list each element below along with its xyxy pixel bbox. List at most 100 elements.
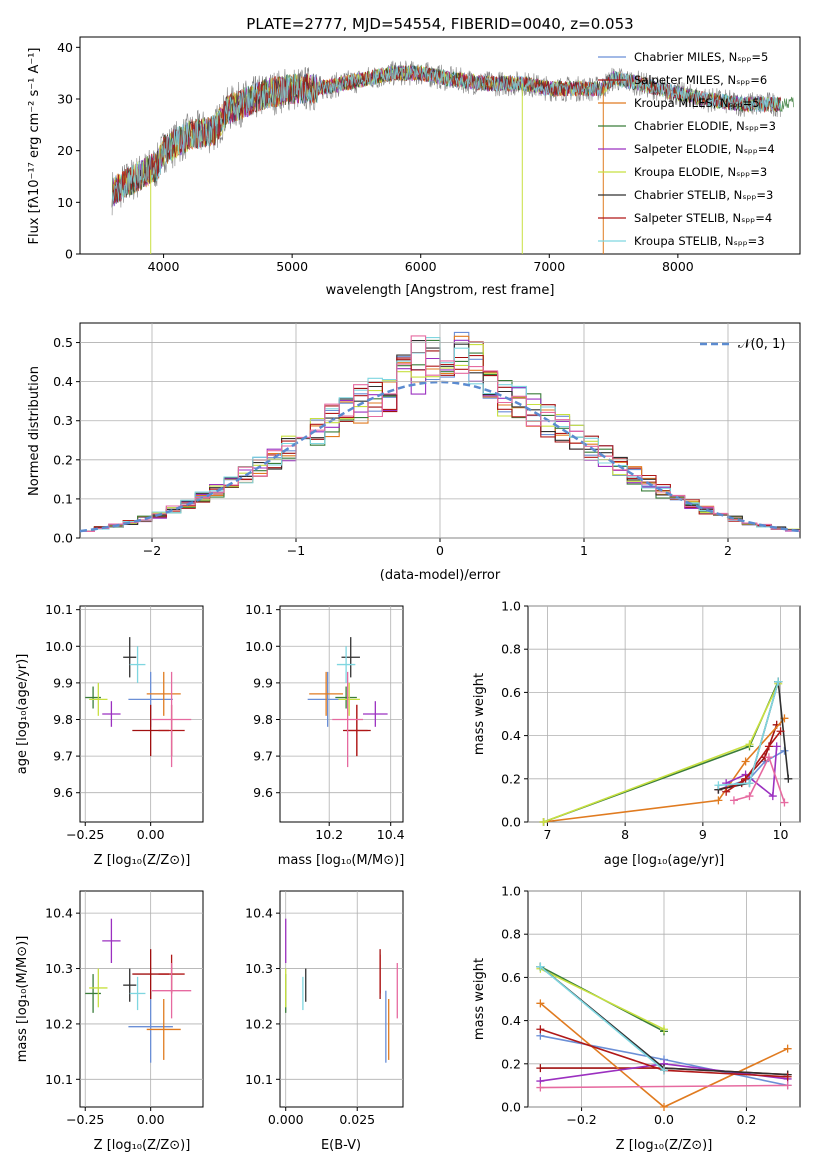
weight-line [540, 1084, 788, 1089]
y-tick-label: 10.1 [45, 602, 73, 617]
weight-marker [539, 818, 548, 826]
weight-marker [774, 677, 783, 686]
x-tick-label: 8000 [662, 259, 694, 274]
weight-marker [772, 742, 781, 751]
y-tick-label: 9.7 [253, 749, 273, 764]
weight-marker [764, 753, 773, 762]
weight-marker [741, 774, 750, 783]
weight-line [725, 746, 778, 798]
gaussian-legend-label: 𝒩(0, 1) [738, 337, 785, 352]
weight-marker [660, 1025, 668, 1034]
mass-vs-z-axes [79, 890, 204, 1108]
weight-line [543, 717, 786, 823]
spectrum-ylabel: Flux [fλ10⁻¹⁷ erg cm⁻² s⁻¹ A⁻¹] [27, 48, 42, 245]
y-tick-label: 0.2 [501, 771, 521, 786]
mass-vs-ebv-marks: 0.000 0.025 10.1 10.2 10.3 10.4 [245, 891, 403, 1127]
x-tick-label: 0 [436, 543, 444, 558]
weight-line [733, 755, 786, 803]
y-tick-label: 10.2 [245, 1016, 273, 1031]
y-tick-label: 0.4 [501, 1013, 521, 1028]
y-tick-label: 9.9 [53, 675, 73, 690]
y-tick-label: 0.0 [501, 815, 521, 830]
y-tick-label: 0.3 [53, 413, 73, 428]
x-tick-label: 0.2 [736, 1112, 756, 1127]
weight-marker [764, 742, 773, 751]
x-tick-label: −2 [143, 543, 161, 558]
age-vs-z-ylabel: age [log₁₀(age/yr)] [15, 654, 30, 775]
y-tick-label: 10.0 [45, 639, 73, 654]
y-tick-label: 10.1 [45, 1072, 73, 1087]
spectrum-axes [79, 36, 801, 255]
y-tick-label: 10.3 [45, 961, 73, 976]
weight-marker [536, 1083, 545, 1092]
weight-marker [745, 779, 754, 788]
x-tick-label: 4000 [148, 259, 180, 274]
weight-line [543, 681, 779, 823]
model-spectrum-line [111, 64, 782, 208]
x-tick-label: 7 [543, 827, 551, 842]
x-tick-label: −0.25 [66, 1112, 104, 1127]
residual-panel: −2 −1 0 1 2 0.0 0.1 0.2 0.3 0.4 0.5 (data-model)/e… [27, 322, 801, 583]
weight-line [725, 730, 782, 793]
y-tick-label: 20 [57, 143, 73, 158]
x-tick-label: 9 [699, 827, 707, 842]
y-tick-label: 1.0 [501, 599, 521, 614]
weight-marker [536, 1025, 545, 1034]
x-tick-label: 0.0 [654, 1112, 674, 1127]
y-tick-label: 10.0 [245, 639, 273, 654]
weight-vs-z-marks: −0.2 0.0 0.2 0.0 0.2 0.4 0.6 0.8 1.0 [501, 884, 800, 1127]
y-tick-label: 10 [57, 195, 73, 210]
y-tick-label: 0.4 [501, 728, 521, 743]
weight-marker [745, 740, 754, 749]
y-tick-label: 0.6 [501, 685, 521, 700]
age-vs-z-xlabel: Z [log₁₀(Z/Z⊙)] [94, 853, 191, 868]
weight-marker [660, 1103, 668, 1111]
weight-marker [722, 779, 731, 788]
y-tick-label: 0.1 [53, 491, 73, 506]
legend-label: Salpeter ELODIE, Nₛₚₚ=4 [634, 142, 775, 156]
legend-label: Kroupa STELIB, Nₛₚₚ=3 [634, 234, 765, 248]
weight-marker [783, 1044, 792, 1053]
x-tick-label: 0.00 [137, 1112, 165, 1127]
weight-line [543, 683, 779, 823]
x-tick-label: 8 [621, 827, 629, 842]
y-tick-label: 0.2 [53, 452, 73, 467]
y-tick-label: 10.1 [245, 602, 273, 617]
y-tick-label: 30 [57, 92, 73, 107]
x-tick-label: 6000 [405, 259, 437, 274]
age-vs-mass-axes [279, 605, 404, 823]
spectrum-title: PLATE=2777, MJD=54554, FIBERID=0040, z=0… [246, 15, 633, 33]
y-tick-label: 9.9 [253, 675, 273, 690]
y-tick-label: 9.7 [53, 749, 73, 764]
x-tick-label: 10.2 [315, 827, 343, 842]
mass-vs-z-marks: −0.25 0.00 10.1 10.2 10.3 10.4 [45, 891, 203, 1127]
spectrum-panel: PLATE=2777, MJD=54554, FIBERID=0040, z=0… [27, 15, 801, 298]
mass-vs-ebv-xlabel: E(B-V) [321, 1138, 361, 1153]
spectrum-xlabel: wavelength [Angstrom, rest frame] [326, 283, 555, 298]
legend-label: Kroupa MILES, Nₛₚₚ=5 [634, 96, 760, 110]
x-tick-label: 5000 [276, 259, 308, 274]
weight-marker [784, 774, 793, 783]
weight-vs-age-panel: 7 8 9 10 0.0 0.2 0.4 0.6 0.8 1.0 age [log₁₀(age/y… [472, 599, 801, 868]
weight-line [540, 968, 665, 1030]
mass-vs-z-ylabel: mass [log₁₀(M/M⊙)] [15, 936, 30, 1063]
age-vs-z-panel: −0.25 0.00 9.6 9.7 9.8 9.9 10.0 10.1 Z [log₁₀(Z… [15, 602, 204, 868]
weight-vs-z-xlabel: Z [log₁₀(Z/Z⊙)] [616, 1138, 713, 1153]
y-tick-label: 0.5 [53, 335, 73, 350]
weight-vs-age-axes [527, 605, 801, 823]
mass-vs-ebv-panel: 0.000 0.025 10.1 10.2 10.3 10.4 E(B-V) [245, 890, 404, 1153]
y-tick-label: 0.0 [53, 531, 73, 546]
y-tick-label: 0.8 [501, 642, 521, 657]
y-tick-label: 0.8 [501, 927, 521, 942]
weight-marker [783, 1072, 792, 1081]
weight-marker [783, 1081, 792, 1090]
x-tick-label: 2 [724, 543, 732, 558]
legend-label: Chabrier STELIB, Nₛₚₚ=3 [634, 188, 773, 202]
y-tick-label: 0.6 [501, 970, 521, 985]
x-tick-label: −0.25 [66, 827, 104, 842]
mass-vs-ebv-axes [279, 890, 404, 1108]
y-tick-label: 40 [57, 40, 73, 55]
y-tick-label: 9.8 [53, 712, 73, 727]
weight-marker [780, 798, 789, 807]
